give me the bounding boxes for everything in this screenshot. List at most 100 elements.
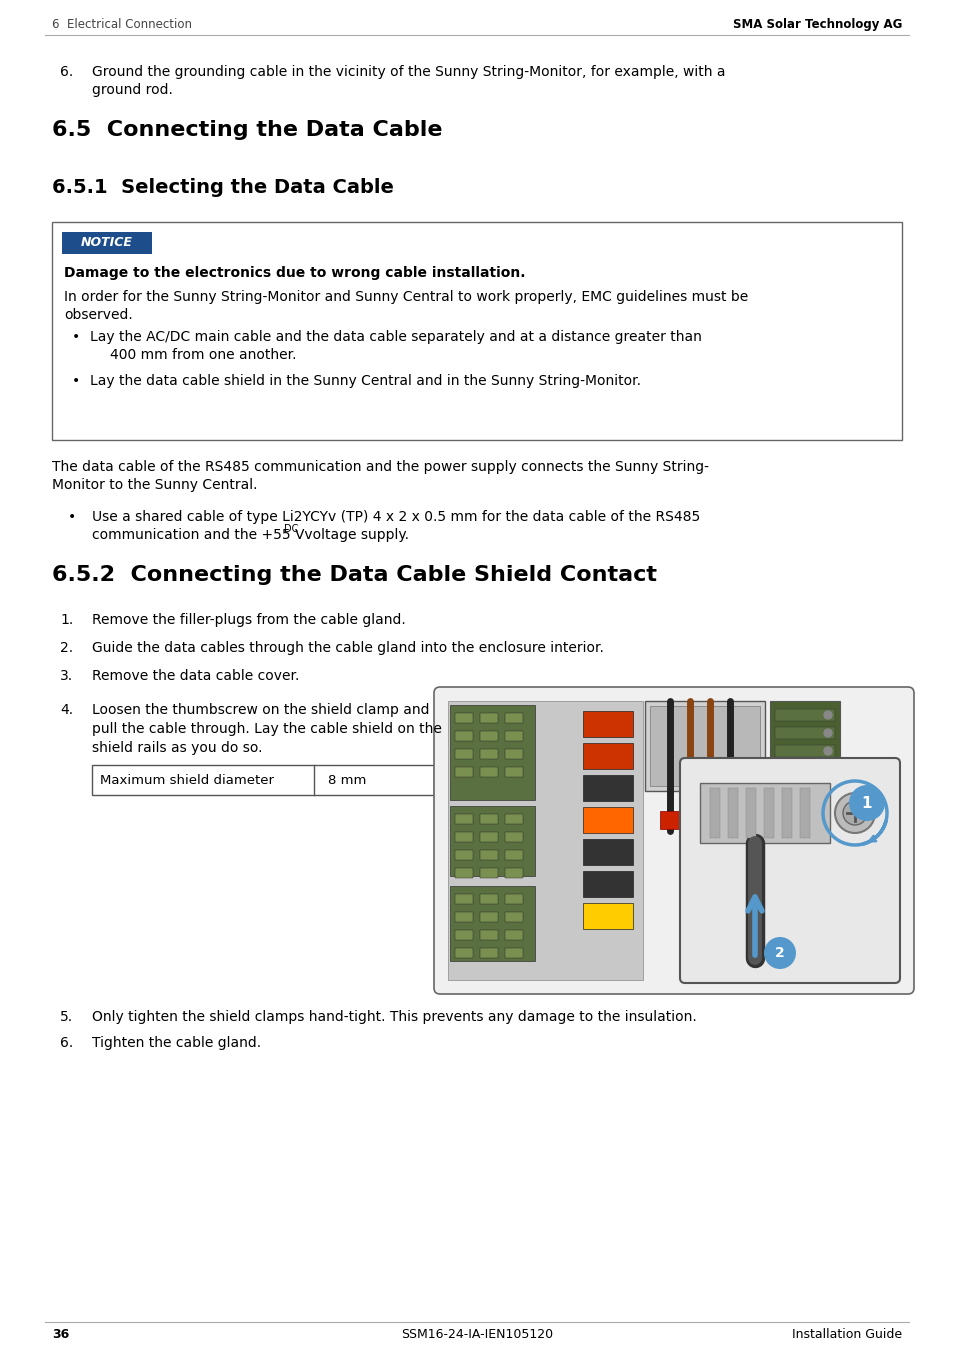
Text: Lay the data cable shield in the Sunny Central and in the Sunny String-Monitor.: Lay the data cable shield in the Sunny C… — [90, 375, 640, 388]
Text: ground rod.: ground rod. — [91, 82, 172, 97]
Bar — [716, 811, 738, 829]
Text: The data cable of the RS485 communication and the power supply connects the Sunn: The data cable of the RS485 communicatio… — [52, 460, 708, 475]
Bar — [687, 811, 709, 829]
Bar — [62, 233, 152, 254]
Bar — [659, 811, 681, 829]
Text: 5.: 5. — [60, 1010, 73, 1023]
Bar — [644, 700, 764, 791]
Bar — [479, 894, 497, 904]
Text: 6.: 6. — [60, 1036, 73, 1051]
Bar — [455, 868, 473, 877]
Text: SSM16-24-IA-IEN105120: SSM16-24-IA-IEN105120 — [400, 1328, 553, 1341]
Text: Ground the grounding cable in the vicinity of the Sunny String-Monitor, for exam: Ground the grounding cable in the vicini… — [91, 65, 724, 78]
Bar — [774, 727, 834, 740]
Text: SMA Solar Technology AG: SMA Solar Technology AG — [732, 18, 901, 31]
Text: •: • — [68, 510, 76, 525]
Bar — [504, 913, 522, 922]
Bar — [582, 711, 633, 737]
Bar — [448, 700, 642, 980]
Bar — [455, 894, 473, 904]
Text: Monitor to the Sunny Central.: Monitor to the Sunny Central. — [52, 479, 257, 492]
Bar — [582, 775, 633, 800]
Text: shield rails as you do so.: shield rails as you do so. — [91, 741, 262, 754]
Text: 6.: 6. — [60, 65, 73, 78]
Text: Lay the AC/DC main cable and the data cable separately and at a distance greater: Lay the AC/DC main cable and the data ca… — [90, 330, 701, 343]
Bar — [504, 814, 522, 823]
Text: Maximum shield diameter: Maximum shield diameter — [100, 773, 274, 787]
Bar — [504, 767, 522, 777]
Bar — [455, 913, 473, 922]
Text: 36: 36 — [52, 1328, 70, 1341]
Bar — [479, 831, 497, 842]
Bar — [774, 708, 834, 721]
Bar — [504, 850, 522, 860]
Bar — [774, 745, 834, 757]
Bar — [582, 807, 633, 833]
Bar — [727, 788, 738, 838]
Bar — [504, 930, 522, 940]
Text: Only tighten the shield clamps hand-tight. This prevents any damage to the insul: Only tighten the shield clamps hand-tigh… — [91, 1010, 696, 1023]
Bar — [450, 704, 535, 800]
Bar — [450, 886, 535, 961]
Circle shape — [842, 800, 866, 825]
Bar — [745, 788, 755, 838]
Text: Tighten the cable gland.: Tighten the cable gland. — [91, 1036, 261, 1051]
Bar — [455, 731, 473, 741]
Bar — [479, 814, 497, 823]
Text: observed.: observed. — [64, 308, 132, 322]
Text: 6.5.1  Selecting the Data Cable: 6.5.1 Selecting the Data Cable — [52, 178, 394, 197]
Bar — [479, 868, 497, 877]
Text: NOTICE: NOTICE — [81, 237, 132, 250]
Bar — [504, 868, 522, 877]
Bar — [709, 788, 720, 838]
Bar — [582, 903, 633, 929]
Bar — [450, 806, 535, 876]
Bar — [504, 731, 522, 741]
Text: DC: DC — [284, 525, 298, 534]
Text: 2: 2 — [774, 946, 784, 960]
Bar — [479, 767, 497, 777]
Bar — [763, 788, 773, 838]
Bar — [649, 706, 760, 786]
Bar — [455, 814, 473, 823]
Bar — [479, 850, 497, 860]
Bar — [504, 948, 522, 959]
Text: Remove the data cable cover.: Remove the data cable cover. — [91, 669, 299, 683]
Bar — [700, 783, 829, 844]
Text: •: • — [71, 375, 80, 388]
Bar — [455, 749, 473, 758]
Circle shape — [823, 800, 831, 808]
Bar — [479, 713, 497, 723]
FancyBboxPatch shape — [679, 758, 899, 983]
Text: 3.: 3. — [60, 669, 73, 683]
Text: 400 mm from one another.: 400 mm from one another. — [110, 347, 296, 362]
Bar — [504, 894, 522, 904]
Text: communication and the +55 V: communication and the +55 V — [91, 529, 304, 542]
Circle shape — [823, 783, 831, 791]
Text: 6  Electrical Connection: 6 Electrical Connection — [52, 18, 192, 31]
Bar — [774, 781, 834, 794]
Text: 1.: 1. — [60, 612, 73, 627]
Bar — [582, 871, 633, 896]
Bar — [455, 930, 473, 940]
Text: 6.5  Connecting the Data Cable: 6.5 Connecting the Data Cable — [52, 120, 442, 141]
Text: Loosen the thumbscrew on the shield clamp and: Loosen the thumbscrew on the shield clam… — [91, 703, 429, 717]
Text: 6.5.2  Connecting the Data Cable Shield Contact: 6.5.2 Connecting the Data Cable Shield C… — [52, 565, 657, 585]
Circle shape — [848, 786, 884, 821]
Circle shape — [763, 937, 795, 969]
Circle shape — [823, 748, 831, 754]
Bar — [582, 840, 633, 865]
Bar — [455, 850, 473, 860]
Text: 1: 1 — [861, 795, 871, 810]
Bar — [479, 913, 497, 922]
Bar — [455, 767, 473, 777]
Bar — [774, 799, 834, 811]
Text: 4.: 4. — [60, 703, 73, 717]
Text: Installation Guide: Installation Guide — [791, 1328, 901, 1341]
Text: Use a shared cable of type Li2YCYv (TP) 4 x 2 x 0.5 mm for the data cable of the: Use a shared cable of type Li2YCYv (TP) … — [91, 510, 700, 525]
Circle shape — [823, 765, 831, 773]
Bar — [479, 731, 497, 741]
Text: 2.: 2. — [60, 641, 73, 654]
Bar — [504, 749, 522, 758]
Bar — [504, 831, 522, 842]
